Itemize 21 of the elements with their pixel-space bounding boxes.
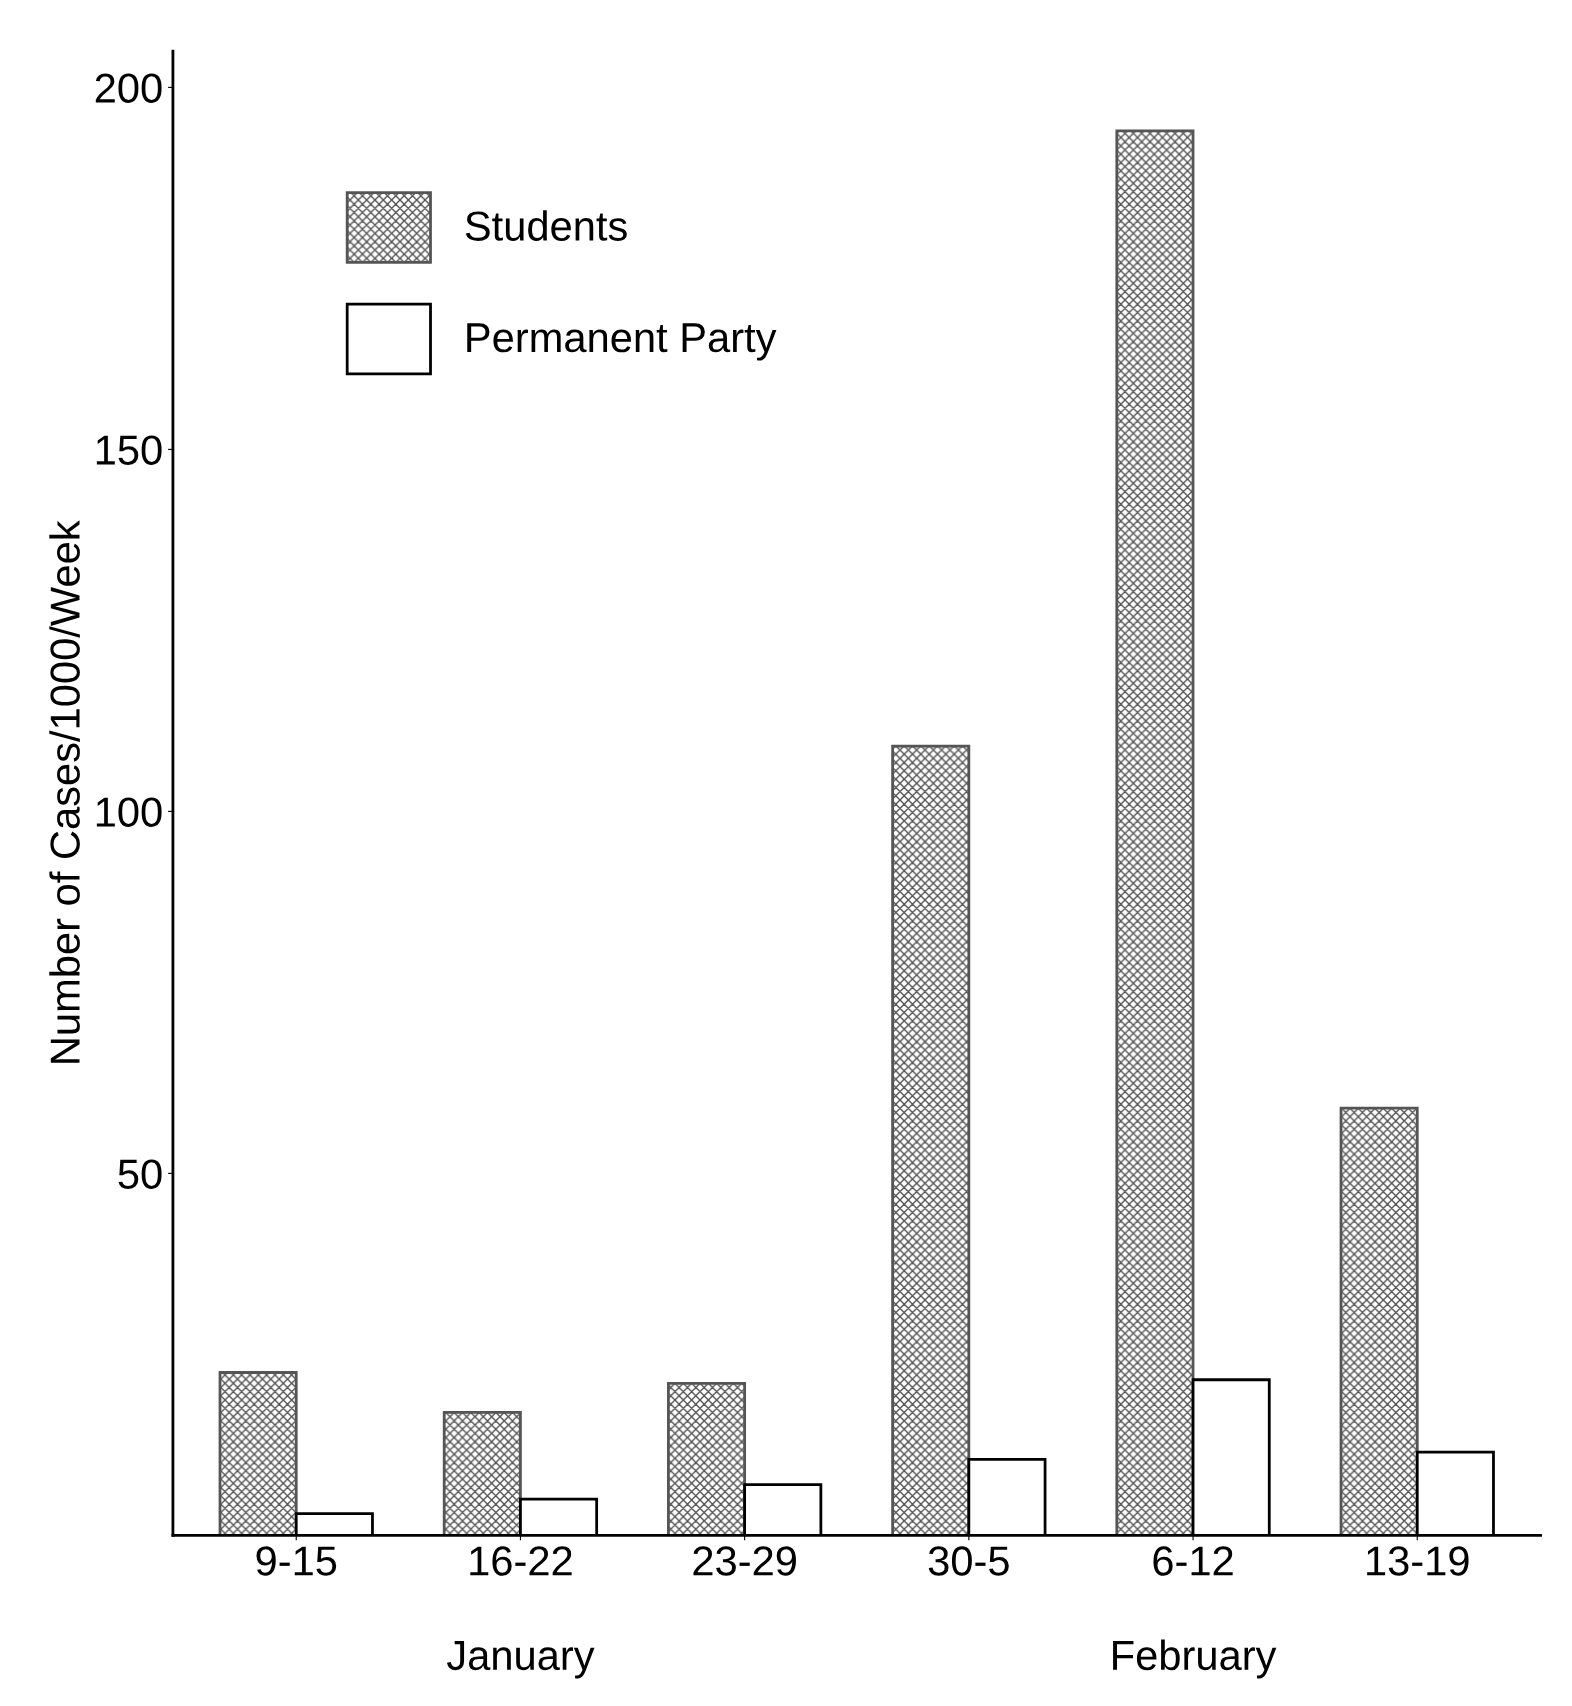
text: February <box>1113 1639 1277 1679</box>
bar <box>1115 129 1195 1536</box>
legend-label: Permanent Party <box>467 323 777 361</box>
y-tick-label: 200 <box>95 73 162 103</box>
bar <box>891 744 971 1536</box>
x-tick-label: 9-15 <box>256 1546 337 1576</box>
y-tick-label: 50 <box>118 1159 162 1189</box>
bar <box>667 1381 747 1536</box>
x-tick-label: 13-19 <box>1367 1546 1469 1576</box>
bar <box>218 1371 298 1536</box>
x-tick-label: 16-22 <box>470 1546 572 1576</box>
y-tick-label: 100 <box>96 797 162 827</box>
x-tick-label: 6-12 <box>1153 1546 1233 1576</box>
bar <box>1339 1106 1419 1536</box>
text: January <box>446 1641 595 1679</box>
x-tick-label: 30-5 <box>928 1546 1009 1576</box>
y-axis-title: Number of Cases/1000/Week <box>49 520 80 1063</box>
y-tick-label: 150 <box>96 435 162 465</box>
legend-label: Students <box>465 210 627 241</box>
bar <box>442 1410 522 1536</box>
x-tick-label: 23-29 <box>693 1546 796 1576</box>
